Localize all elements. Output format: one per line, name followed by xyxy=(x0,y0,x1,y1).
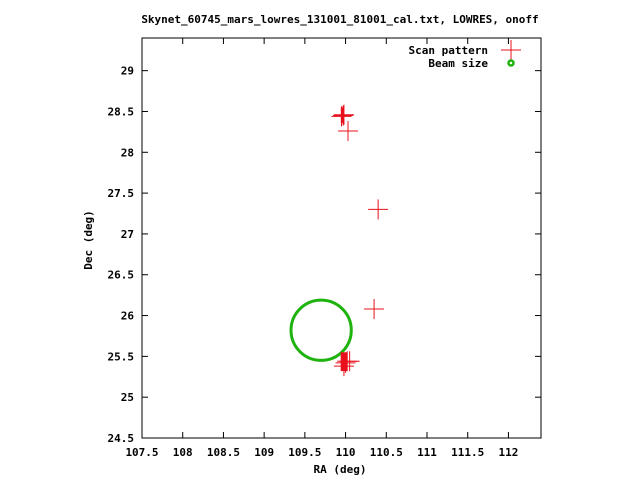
x-tick-label: 107.5 xyxy=(125,446,158,459)
scan-point xyxy=(364,299,385,320)
scan-point xyxy=(331,106,352,127)
scan-point xyxy=(333,104,354,125)
y-axis-ticks: 24.5 25 25.5 26 26.5 27 27.5 28 28.5 29 xyxy=(108,65,541,445)
chart-title: Skynet_60745_mars_lowres_131001_81001_ca… xyxy=(141,13,538,26)
x-tick-label: 110 xyxy=(336,446,356,459)
y-tick-label: 26.5 xyxy=(108,269,135,282)
scan-point xyxy=(339,351,360,372)
scan-point xyxy=(335,352,356,373)
y-tick-label: 28.5 xyxy=(108,105,135,118)
y-tick-label: 25 xyxy=(121,391,134,404)
legend-swatch-scan-pattern xyxy=(501,40,521,60)
scan-point xyxy=(368,199,389,220)
scan-point xyxy=(333,356,354,377)
x-tick-label: 111 xyxy=(417,446,437,459)
x-tick-label: 109.5 xyxy=(288,446,321,459)
x-tick-label: 110.5 xyxy=(370,446,403,459)
plot-area xyxy=(141,37,542,439)
y-tick-label: 27.5 xyxy=(108,187,135,200)
legend-swatch-beam-size xyxy=(507,59,515,67)
beam-size-circle xyxy=(289,298,353,362)
x-axis-label: RA (deg) xyxy=(314,463,367,476)
y-tick-label: 26 xyxy=(121,310,135,323)
x-tick-label: 108.5 xyxy=(207,446,240,459)
legend-label-scan-pattern: Scan pattern xyxy=(409,44,488,57)
x-tick-label: 111.5 xyxy=(451,446,484,459)
y-tick-label: 28 xyxy=(121,146,134,159)
data-marks xyxy=(289,104,389,377)
y-tick-label: 25.5 xyxy=(108,350,135,363)
y-tick-label: 24.5 xyxy=(108,432,135,445)
legend: Scan pattern Beam size xyxy=(409,40,521,70)
y-axis-label: Dec (deg) xyxy=(82,210,95,270)
x-tick-label: 108 xyxy=(173,446,193,459)
x-tick-label: 112 xyxy=(498,446,518,459)
scan-point xyxy=(338,121,359,142)
scan-point xyxy=(333,105,354,126)
legend-label-beam-size: Beam size xyxy=(428,57,488,70)
y-tick-label: 29 xyxy=(121,65,134,78)
y-tick-label: 27 xyxy=(121,228,134,241)
x-axis-ticks: 107.5 108 108.5 109 109.5 110 110.5 111 111.5 112 xyxy=(125,38,518,459)
x-tick-label: 109 xyxy=(254,446,274,459)
